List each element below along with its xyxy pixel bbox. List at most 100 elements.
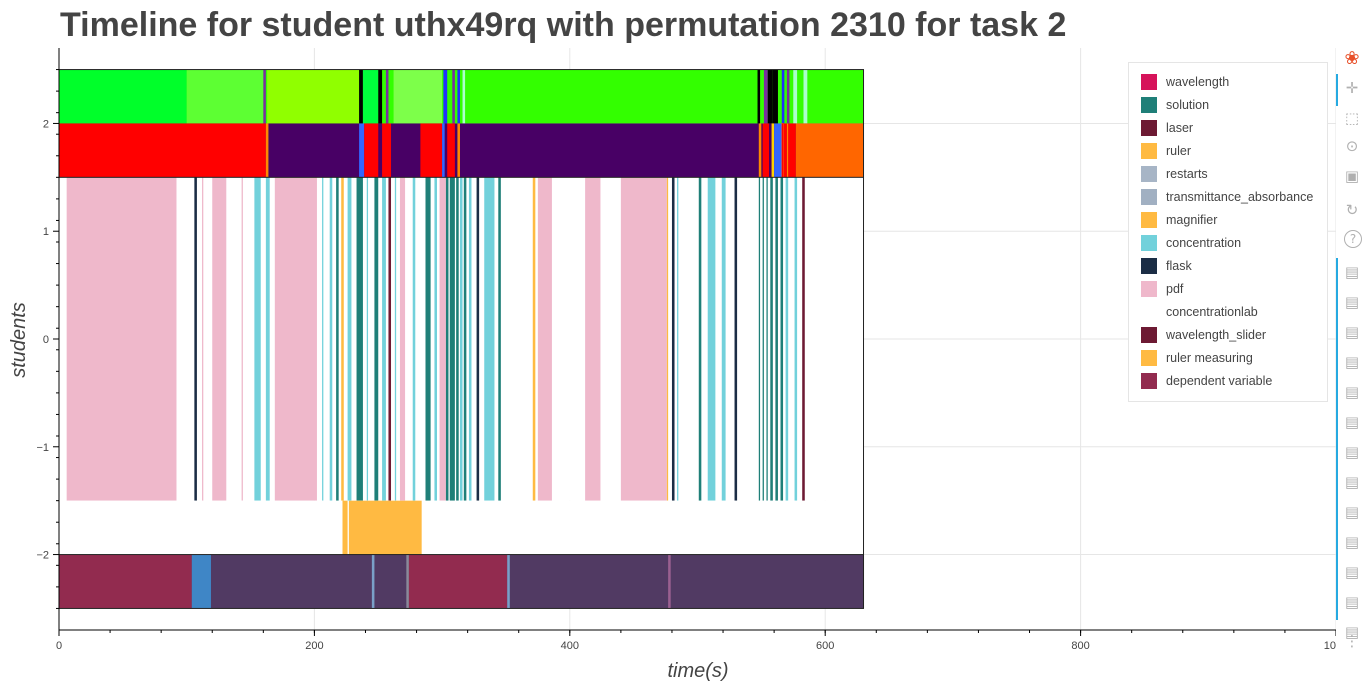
- timeline-segment: [666, 177, 669, 501]
- timeline-segment: [186, 69, 264, 124]
- legend-label: solution: [1166, 98, 1210, 112]
- hover-icon[interactable]: ▤: [1344, 563, 1360, 581]
- legend-label: dependent variable: [1166, 374, 1273, 388]
- timeline-segment: [359, 123, 365, 178]
- more-icon[interactable]: ⋮: [1344, 632, 1360, 650]
- timeline-segment: [399, 177, 406, 501]
- wheel-zoom-icon[interactable]: ⊙: [1345, 137, 1359, 155]
- legend-swatch: [1141, 120, 1157, 136]
- timeline-segment: [443, 69, 448, 124]
- legend-item: concentrationlab: [1141, 303, 1258, 321]
- timeline-segment: [447, 123, 455, 178]
- timeline-segment: [364, 123, 379, 178]
- timeline-segment: [794, 177, 798, 501]
- legend-item: dependent variable: [1141, 372, 1272, 390]
- timeline-segment: [757, 69, 761, 124]
- legend-item: transmittance_absorbance: [1141, 188, 1313, 206]
- timeline-segment: [191, 554, 211, 609]
- reset-icon[interactable]: ↻: [1345, 201, 1359, 219]
- timeline-segment: [382, 177, 386, 501]
- timeline-segment: [734, 177, 738, 501]
- timeline-segment: [425, 177, 431, 501]
- hover-icon[interactable]: ▤: [1344, 533, 1360, 551]
- hover-icon[interactable]: ▤: [1344, 353, 1360, 371]
- chart-title: Timeline for student uthx49rq with permu…: [60, 6, 1067, 44]
- timeline-segment: [771, 123, 775, 178]
- timeline-segment: [462, 69, 466, 124]
- timeline-segment: [762, 177, 764, 501]
- x-tick-label: 600: [816, 640, 834, 652]
- legend-item: flask: [1141, 257, 1192, 275]
- hover-icon[interactable]: ▤: [1344, 383, 1360, 401]
- timeline-segment: [507, 554, 510, 609]
- timeline-segment: [677, 177, 679, 501]
- timeline-segment: [348, 500, 422, 555]
- timeline-segment: [803, 69, 808, 124]
- timeline-segment: [336, 177, 339, 501]
- timeline-segment: [342, 500, 348, 555]
- timeline-segment: [371, 554, 375, 609]
- timeline-segment: [585, 177, 601, 501]
- timeline-segment: [459, 177, 463, 501]
- timeline-segment: [775, 177, 778, 501]
- box-zoom-icon[interactable]: ⬚: [1344, 109, 1360, 127]
- hover-icon[interactable]: ▤: [1344, 323, 1360, 341]
- timeline-segment: [434, 177, 437, 501]
- save-icon[interactable]: ▣: [1344, 167, 1360, 185]
- hover-icon[interactable]: ▤: [1344, 593, 1360, 611]
- hover-icon[interactable]: ▤: [1344, 503, 1360, 521]
- legend-label: concentration: [1166, 236, 1242, 250]
- help-icon[interactable]: ?: [1344, 230, 1362, 248]
- timeline-segment: [452, 69, 455, 124]
- timeline-segment: [378, 69, 383, 124]
- timeline-segment: [274, 177, 317, 501]
- timeline-segment: [484, 177, 495, 501]
- legend-item: solution: [1141, 96, 1209, 114]
- hover-icon[interactable]: ▤: [1344, 293, 1360, 311]
- legend-label: laser: [1166, 121, 1194, 135]
- legend-label: flask: [1166, 259, 1192, 273]
- timeline-segment: [59, 123, 266, 178]
- active-tool-indicator: [1336, 74, 1338, 106]
- plot-area: 0 200 400 600 800 1000 2 1 0 −1 −2 time(s) student…: [8, 48, 1336, 682]
- bokeh-logo-icon[interactable]: ❀: [1344, 47, 1360, 69]
- hover-icon[interactable]: ▤: [1344, 473, 1360, 491]
- timeline-segment: [388, 177, 392, 501]
- hover-icon[interactable]: ▤: [1344, 443, 1360, 461]
- timeline-segment: [781, 123, 784, 178]
- timeline-segment: [476, 177, 480, 501]
- hover-icon[interactable]: ▤: [1344, 413, 1360, 431]
- y-tick-label: −2: [36, 550, 49, 562]
- timeline-segment: [456, 177, 459, 501]
- pan-icon[interactable]: ✛: [1345, 79, 1359, 97]
- timeline-segment: [267, 69, 360, 124]
- y-tick-label: −1: [36, 442, 49, 454]
- timeline-segment: [356, 177, 363, 501]
- legend-swatch: [1141, 304, 1157, 320]
- hover-icon[interactable]: ▤: [1344, 263, 1360, 281]
- y-tick-label: 0: [43, 334, 49, 346]
- timeline-segment: [468, 177, 472, 501]
- timeline-segment: [374, 177, 379, 501]
- timeline-segment: [671, 177, 675, 501]
- hover-icon[interactable]: ▤: [1344, 623, 1360, 641]
- timeline-segment: [382, 123, 392, 178]
- timeline-segment: [347, 177, 352, 501]
- timeline-segment: [385, 69, 389, 124]
- plot-toolbar: ❀ ✛ ⬚ ⊙ ▣ ↻? ▤ ▤ ▤ ▤ ▤ ▤ ▤ ▤ ▤ ▤ ▤ ▤ ▤ ⋮: [1336, 47, 1366, 650]
- timeline-segment: [786, 69, 790, 124]
- timeline-segment: [668, 554, 671, 609]
- timeline-segment: [322, 177, 324, 501]
- x-axis-label: time(s): [667, 660, 728, 682]
- legend-swatch: [1141, 74, 1157, 90]
- legend: wavelength solution laser ruler restarts tran…: [1128, 62, 1328, 402]
- timeline-segment: [439, 177, 446, 501]
- legend-label: pdf: [1166, 282, 1184, 296]
- legend-item: concentration: [1141, 234, 1241, 252]
- legend-swatch: [1141, 97, 1157, 113]
- timeline-segment: [442, 123, 445, 178]
- timeline-segment: [212, 177, 227, 501]
- timeline-segment: [463, 177, 467, 501]
- legend-swatch: [1141, 235, 1157, 251]
- legend-label: restarts: [1166, 167, 1208, 181]
